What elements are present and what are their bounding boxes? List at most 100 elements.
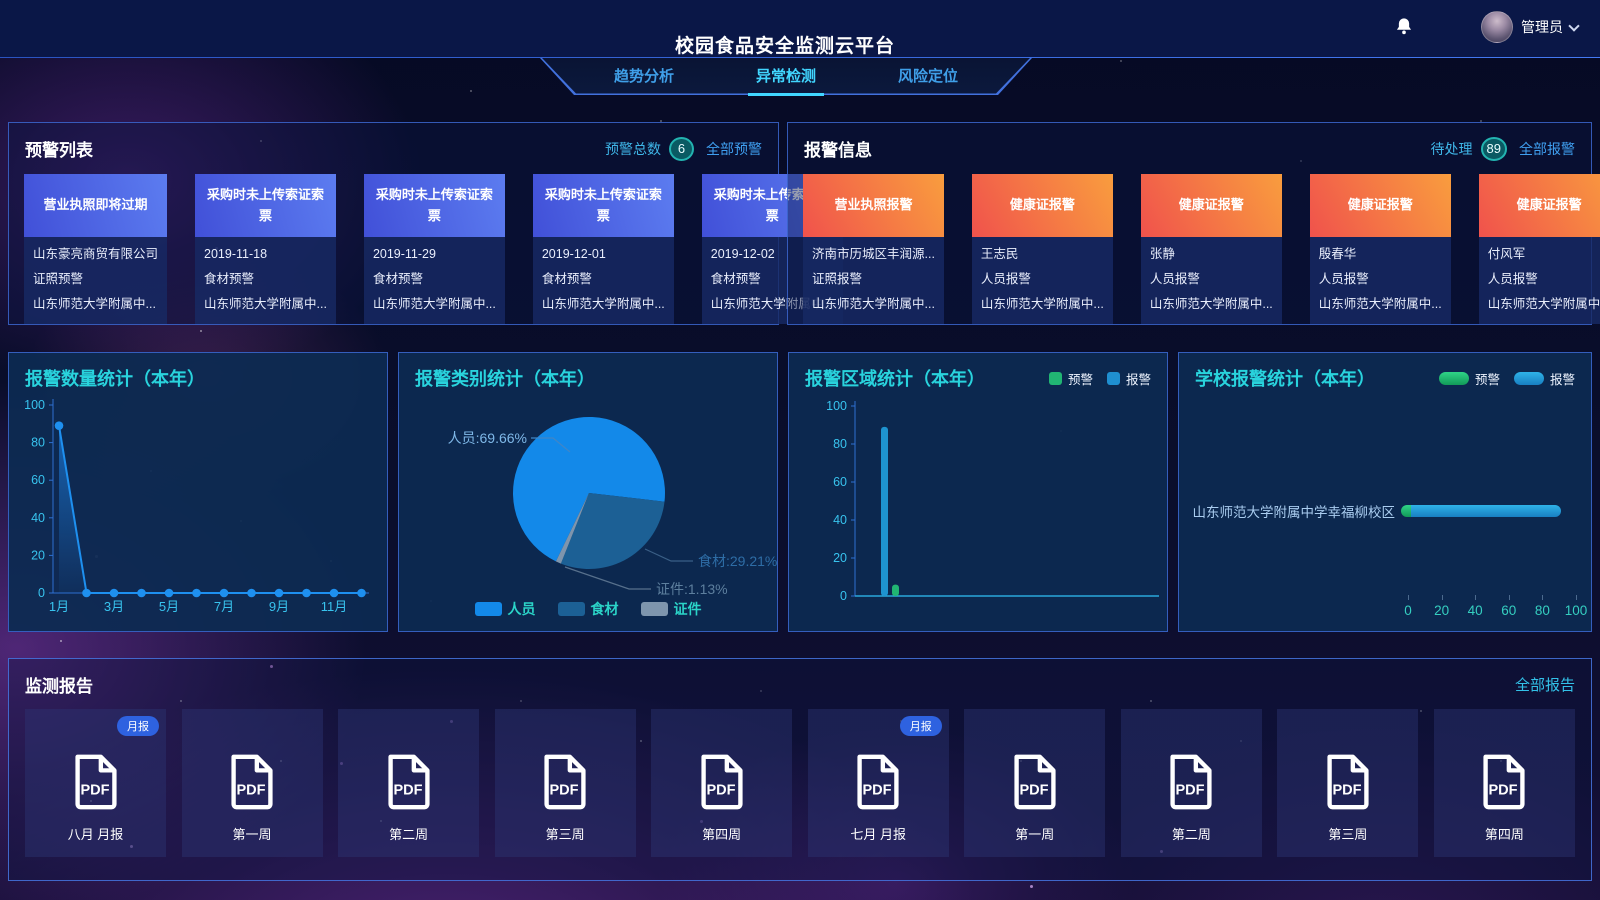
alarm-card[interactable]: 营业执照报警 济南市历城区丰润源... 证照报警 山东师范大学附属中... — [803, 174, 944, 324]
svg-text:PDF: PDF — [237, 783, 266, 799]
avatar[interactable] — [1481, 11, 1513, 43]
report-card[interactable]: 月报 PDF 八月 月报 — [25, 709, 166, 857]
legend-label: 报警 — [1549, 372, 1575, 387]
alarm-count-chart-panel: 报警数量统计（本年） 0 20 40 60 80 100 1月 3月 5月 7月 9月 11月 — [8, 352, 388, 632]
svg-text:80: 80 — [833, 437, 847, 451]
alarm-pending-badge: 89 — [1480, 136, 1507, 161]
svg-text:7月: 7月 — [214, 599, 234, 614]
alarm-card-line1: 付风军 — [1487, 247, 1526, 261]
all-alarms-link[interactable]: 全部报警 — [1519, 140, 1575, 157]
hbar-axis: 0 20 40 60 80 100 — [1404, 595, 1587, 621]
warning-card-type: 采购时未上传索证索票 — [195, 174, 336, 237]
hbar-tick: 20 — [1434, 603, 1450, 618]
all-warnings-link[interactable]: 全部预警 — [706, 140, 762, 157]
alarm-card-line2: 证照报警 — [812, 272, 863, 286]
reports-panel: 监测报告 全部报告 月报 PDF 八月 月报 PDF 第一周 — [8, 658, 1592, 881]
svg-text:40: 40 — [31, 511, 45, 525]
alarm-card-line1: 张静 — [1149, 247, 1175, 261]
tab-risk-location[interactable]: 风险定位 — [898, 68, 959, 85]
report-card[interactable]: 月报 PDF 七月 月报 — [807, 709, 949, 857]
warning-card-line1: 2019-11-18 — [204, 247, 268, 261]
warning-card-line1: 2019-12-02 — [710, 247, 775, 261]
tab-trend-analysis[interactable]: 趋势分析 — [613, 68, 674, 85]
svg-text:100: 100 — [826, 399, 847, 413]
user-name[interactable]: 管理员 — [1521, 19, 1563, 35]
report-card[interactable]: PDF 第二周 — [1120, 709, 1262, 857]
all-reports-link[interactable]: 全部报告 — [1514, 677, 1575, 694]
legend-label: 报警 — [1125, 372, 1151, 387]
legend-swatch-alarm — [1106, 371, 1120, 385]
report-label: 第三周 — [545, 827, 585, 842]
tab-anomaly-detection[interactable]: 异常检测 — [747, 65, 825, 96]
alarm-card[interactable]: 健康证报警 王志民 人员报警 山东师范大学附属中... — [971, 174, 1113, 324]
report-label: 第一周 — [1015, 827, 1055, 842]
legend-label: 证件 — [673, 601, 702, 617]
tab-bar-shape — [540, 58, 1032, 95]
report-cards: 月报 PDF 八月 月报 PDF 第一周 PDF — [9, 709, 1591, 857]
pdf-file-icon: PDF — [65, 751, 127, 818]
page-title: 校园食品安全监测云平台 — [674, 36, 895, 57]
svg-text:60: 60 — [31, 473, 45, 487]
report-badge: 月报 — [117, 716, 159, 736]
report-card[interactable]: PDF 第三周 — [494, 709, 636, 857]
tab-bar: 趋势分析 异常检测 风险定位 — [540, 57, 1032, 96]
pie-label-certificates: 证件:1.13% — [656, 581, 728, 597]
warning-card-line3: 山东师范大学附属中... — [204, 297, 327, 311]
svg-text:20: 20 — [833, 551, 847, 565]
svg-text:9月: 9月 — [269, 599, 289, 614]
report-label: 八月 月报 — [67, 827, 124, 842]
warning-card-line2: 食材预警 — [372, 272, 423, 286]
alarm-card[interactable]: 健康证报警 付风军 人员报警 山东师范大学附属中... — [1478, 174, 1600, 324]
report-label: 第四周 — [702, 827, 742, 842]
hbar-tick: 0 — [1404, 603, 1412, 618]
warning-card[interactable]: 采购时未上传索证索票 2019-11-18 食材预警 山东师范大学附属中... — [195, 174, 336, 324]
chart-title: 学校报警统计（本年） — [1195, 369, 1375, 389]
alarm-cards: 营业执照报警 济南市历城区丰润源... 证照报警 山东师范大学附属中... 健康… — [788, 174, 1600, 324]
alarm-card[interactable]: 健康证报警 殷春华 人员报警 山东师范大学附属中... — [1309, 174, 1451, 324]
svg-text:PDF: PDF — [863, 783, 892, 799]
pdf-file-icon: PDF — [1473, 751, 1535, 818]
svg-text:PDF: PDF — [706, 783, 735, 799]
report-card[interactable]: PDF 第四周 — [1433, 709, 1575, 857]
notification-bell-icon[interactable] — [1393, 16, 1415, 38]
pdf-file-icon: PDF — [1004, 751, 1066, 818]
report-card[interactable]: PDF 第一周 — [964, 709, 1106, 857]
warning-card-line3: 山东师范大学附属中... — [33, 297, 156, 311]
pdf-file-icon: PDF — [847, 751, 909, 818]
warning-card[interactable]: 采购时未上传索证索票 2019-11-29 食材预警 山东师范大学附属中... — [363, 174, 505, 324]
report-card[interactable]: PDF 第四周 — [651, 709, 793, 857]
alarm-category-chart-panel: 报警类别统计（本年） 人员:69.66% 食材:29.21% 证件:1.13% … — [398, 352, 778, 632]
report-card[interactable]: PDF 第一周 — [181, 709, 323, 857]
warning-card-line1: 2019-12-01 — [541, 247, 606, 261]
alarm-card-type: 健康证报警 — [1478, 174, 1600, 237]
legend-pill-alarm — [1513, 371, 1544, 385]
svg-text:11月: 11月 — [321, 599, 348, 614]
hbar-tick: 40 — [1467, 603, 1483, 618]
report-badge: 月报 — [899, 716, 942, 736]
pie-label-ingredients: 食材:29.21% — [698, 553, 777, 569]
alarm-card-line3: 山东师范大学附属中... — [1149, 297, 1273, 311]
warning-card[interactable]: 采购时未上传索证索票 2019-12-01 食材预警 山东师范大学附属中... — [532, 174, 674, 324]
legend-swatch-certificates — [640, 602, 668, 616]
alarm-card[interactable]: 健康证报警 张静 人员报警 山东师范大学附属中... — [1140, 174, 1282, 324]
school-name: 山东师范大学附属中学幸福柳校区 — [1192, 505, 1396, 520]
alarm-card-line1: 王志民 — [980, 247, 1019, 261]
school-alarm-chart-panel: 学校报警统计（本年） 预警 报警 山东师范大学附属中学幸福柳校区 0 20 40 60… — [1178, 352, 1592, 632]
chevron-down-icon[interactable] — [1568, 19, 1580, 32]
school-stacked-bar — [1401, 505, 1561, 517]
report-card[interactable]: PDF 第二周 — [338, 709, 480, 857]
alarm-card-line1: 殷春华 — [1318, 247, 1357, 261]
chart-title: 报警类别统计（本年） — [415, 369, 595, 389]
svg-text:80: 80 — [31, 436, 45, 450]
warning-panel-title: 预警列表 — [25, 141, 93, 160]
reports-title: 监测报告 — [25, 677, 93, 696]
svg-text:5月: 5月 — [159, 599, 179, 614]
legend-label: 食材 — [590, 601, 619, 617]
warning-card[interactable]: 营业执照即将过期 山东豪亮商贸有限公司 证照预警 山东师范大学附属中... — [24, 174, 168, 324]
warning-list-panel: 预警列表 预警总数 6 全部预警 营业执照即将过期 山东豪亮商贸有限公司 证照预… — [8, 122, 843, 325]
svg-text:PDF: PDF — [1489, 783, 1518, 799]
report-card[interactable]: PDF 第三周 — [1277, 709, 1419, 857]
svg-text:60: 60 — [833, 475, 847, 489]
pdf-file-icon: PDF — [1317, 751, 1379, 818]
